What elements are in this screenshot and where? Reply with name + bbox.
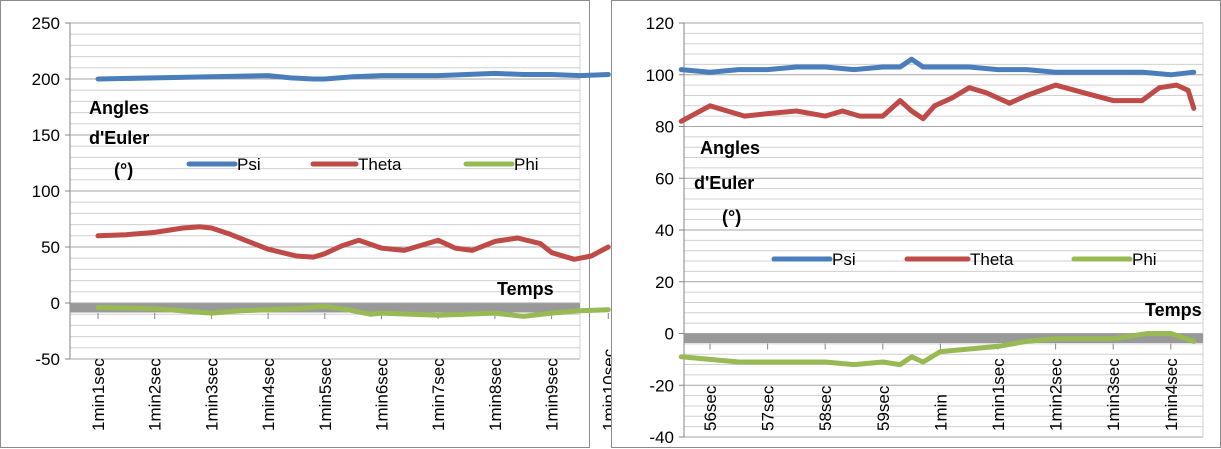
y-annotation-line-1: Angles <box>89 98 149 118</box>
series-line-psi <box>95 70 611 82</box>
y-annotation-line-1: Angles <box>700 138 760 158</box>
y-tick-label: 40 <box>655 221 674 240</box>
euler-angles-chart-left: -50 0 50 100 150 200 250 1min1sec 1min2sec 1min3s… <box>32 14 619 431</box>
x-tick-label: 1min9sec <box>543 358 562 431</box>
series-line-theta <box>95 224 611 262</box>
y-tick-label: -40 <box>649 428 674 447</box>
x-tick-label: 57sec <box>759 385 778 431</box>
x-tick-label: 59sec <box>874 385 893 431</box>
legend-label-psi: Psi <box>237 155 261 174</box>
chart-panel-right: -40 -20 0 20 40 60 80 100 120 56sec 57sec 58sec 59se… <box>611 0 1221 448</box>
x-tick-label: 1min4sec <box>1162 358 1181 431</box>
legend-label-phi: Phi <box>514 155 539 174</box>
series-line-phi <box>95 303 611 319</box>
series-line-theta <box>678 82 1197 124</box>
y-annotation-line-2: d'Euler <box>694 173 754 193</box>
y-tick-label: 50 <box>41 238 60 257</box>
euler-angles-chart-right: -40 -20 0 20 40 60 80 100 120 56sec 57sec 58sec 59se… <box>646 14 1204 447</box>
series-line-psi <box>678 56 1197 78</box>
y-tick-label: 0 <box>51 294 60 313</box>
x-tick-label: 56sec <box>701 385 720 431</box>
x-tick-label: 1min3sec <box>202 358 221 431</box>
x-tick-label: 1min1sec <box>89 358 108 431</box>
y-tick-label: 60 <box>655 169 674 188</box>
legend-label-theta: Theta <box>358 155 402 174</box>
x-annotation-temps: Temps <box>1145 300 1202 320</box>
y-annotation-line-3: (°) <box>114 160 133 180</box>
y-tick-label: 80 <box>655 118 674 137</box>
x-tick-label: 58sec <box>816 385 835 431</box>
y-annotation-line-3: (°) <box>722 207 741 227</box>
y-tick-label: 200 <box>32 70 60 89</box>
x-tick-label: 1min8sec <box>486 358 505 431</box>
x-tick-label: 1min <box>931 394 950 431</box>
x-tick-label: 1min2sec <box>1047 358 1066 431</box>
y-tick-label: 0 <box>665 325 674 344</box>
y-tick-label: -50 <box>35 350 60 369</box>
y-tick-label: 100 <box>646 66 674 85</box>
x-annotation-temps: Temps <box>497 279 554 299</box>
y-annotation-line-2: d'Euler <box>89 128 149 148</box>
legend-label-phi: Phi <box>1132 250 1157 269</box>
chart-panel-left: -50 0 50 100 150 200 250 1min1sec 1min2sec 1min3s… <box>0 0 619 448</box>
y-tick-label: 20 <box>655 273 674 292</box>
x-tick-label: 1min2sec <box>146 358 165 431</box>
x-tick-label: 1min1sec <box>989 358 1008 431</box>
x-tick-label: 1min4sec <box>259 358 278 431</box>
legend-label-psi: Psi <box>832 250 856 269</box>
legend-label-theta: Theta <box>970 250 1014 269</box>
y-tick-label: 250 <box>32 14 60 33</box>
y-tick-label: 100 <box>32 182 60 201</box>
series-line-phi <box>678 331 1197 368</box>
y-tick-label: 120 <box>646 14 674 33</box>
y-tick-label: 150 <box>32 126 60 145</box>
y-tick-label: -20 <box>649 376 674 395</box>
x-tick-label: 1min3sec <box>1104 358 1123 431</box>
x-tick-label: 1min7sec <box>429 358 448 431</box>
x-tick-label: 1min5sec <box>316 358 335 431</box>
x-tick-label: 1min6sec <box>373 358 392 431</box>
